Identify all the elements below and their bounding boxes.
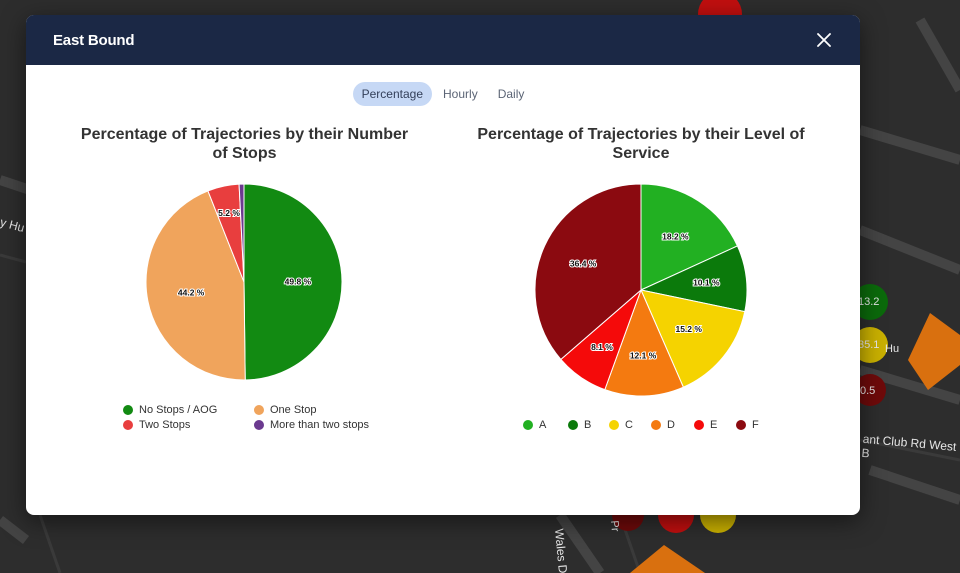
pie-slice-c[interactable] (640, 289, 746, 388)
pie-slice-label: 10.1 % (693, 278, 720, 288)
legend-dot-icon (651, 420, 661, 430)
tab-daily[interactable]: Daily (497, 87, 525, 101)
legend-item-f[interactable]: F (736, 419, 759, 431)
direction-arrow-right (908, 313, 960, 390)
chart-title-stops: Percentage of Trajectories by their Numb… (80, 126, 409, 162)
pie-slice-label: 18.2 % (662, 231, 689, 241)
legend-dot-icon (609, 420, 619, 430)
pie-slice-label: 44.2 % (178, 287, 205, 297)
pie-slice-one-stop[interactable] (145, 190, 246, 381)
legend-label: One Stop (270, 404, 317, 416)
legend-dot-icon (694, 420, 704, 430)
legend-dot-icon (568, 420, 578, 430)
legend-dot-icon (523, 420, 533, 430)
chart-modal: East Bound Percentage Hourly Daily Perce… (26, 15, 860, 515)
pie-slice-more-than-two-stops[interactable] (238, 183, 245, 283)
legend-label: E (710, 419, 718, 431)
pie-slice-label: 8.1 % (591, 342, 613, 352)
legend-dot-icon (123, 405, 133, 415)
pie-slice-no-stops-aog[interactable] (243, 183, 343, 381)
legend-label: More than two stops (270, 419, 370, 431)
legend-item-a[interactable]: A (523, 419, 546, 431)
legend-item-no-stops-aog[interactable]: No Stops / AOG (123, 404, 217, 416)
street-label: Hu (885, 343, 900, 355)
pie-slice-label: 15.2 % (675, 324, 702, 334)
legend-label: B (584, 419, 592, 431)
legend-item-two-stops[interactable]: Two Stops (123, 419, 190, 431)
legend-item-one-stop[interactable]: One Stop (254, 404, 316, 416)
legend-item-c[interactable]: C (609, 419, 633, 431)
view-tabs: Percentage Hourly Daily (26, 82, 860, 106)
pie-slice-d[interactable] (604, 288, 685, 397)
legend-item-d[interactable]: D (651, 419, 675, 431)
marker-value: 35.1 (858, 339, 880, 351)
pie-chart-los: 18.2 % 10.1 % 15.2 % 12.1 % 8.1 % 36.4 % (534, 183, 748, 397)
street-label: Pr (608, 520, 621, 533)
direction-arrow-bottom (630, 545, 705, 573)
marker-value: 0.5 (860, 385, 876, 397)
legend-dot-icon (123, 420, 133, 430)
pie-slice-label: 12.1 % (630, 351, 657, 361)
map-marker-green[interactable] (852, 284, 888, 320)
legend-label: C (625, 419, 633, 431)
pie-slice-f[interactable] (534, 183, 642, 361)
chart-title-los: Percentage of Trajectories by their Leve… (477, 126, 805, 162)
modal-header: East Bound (26, 15, 860, 65)
pie-slice-label: 49.8 % (285, 277, 312, 287)
marker-value: 13.2 (858, 296, 880, 308)
map-marker-yellow[interactable] (852, 327, 888, 363)
legend-item-e[interactable]: E (694, 419, 717, 431)
pie-slice-a[interactable] (640, 183, 739, 291)
legend-item-more-than-two-stops[interactable]: More than two stops (254, 419, 369, 431)
legend-dot-icon (736, 420, 746, 430)
legend-label: A (539, 419, 547, 431)
legend-label: F (752, 419, 759, 431)
pie-slice-label: 36.4 % (570, 259, 597, 269)
pie-chart-stops: 49.8 % 44.2 % 5.2 % (145, 183, 343, 381)
modal-title: East Bound (53, 31, 135, 49)
legend-item-b[interactable]: B (568, 419, 591, 431)
legend-dot-icon (254, 405, 264, 415)
close-button[interactable] (814, 30, 834, 50)
tab-hourly[interactable]: Hourly (443, 87, 478, 101)
tab-percentage[interactable]: Percentage (352, 82, 433, 106)
map-marker-darkred[interactable] (854, 374, 886, 406)
legend-label: No Stops / AOG (139, 404, 218, 416)
legend-label: D (667, 419, 675, 431)
legend-dot-icon (254, 420, 264, 430)
close-icon (817, 33, 831, 47)
pie-slice-label: 5.2 % (218, 208, 240, 218)
legend-label: Two Stops (139, 419, 191, 431)
